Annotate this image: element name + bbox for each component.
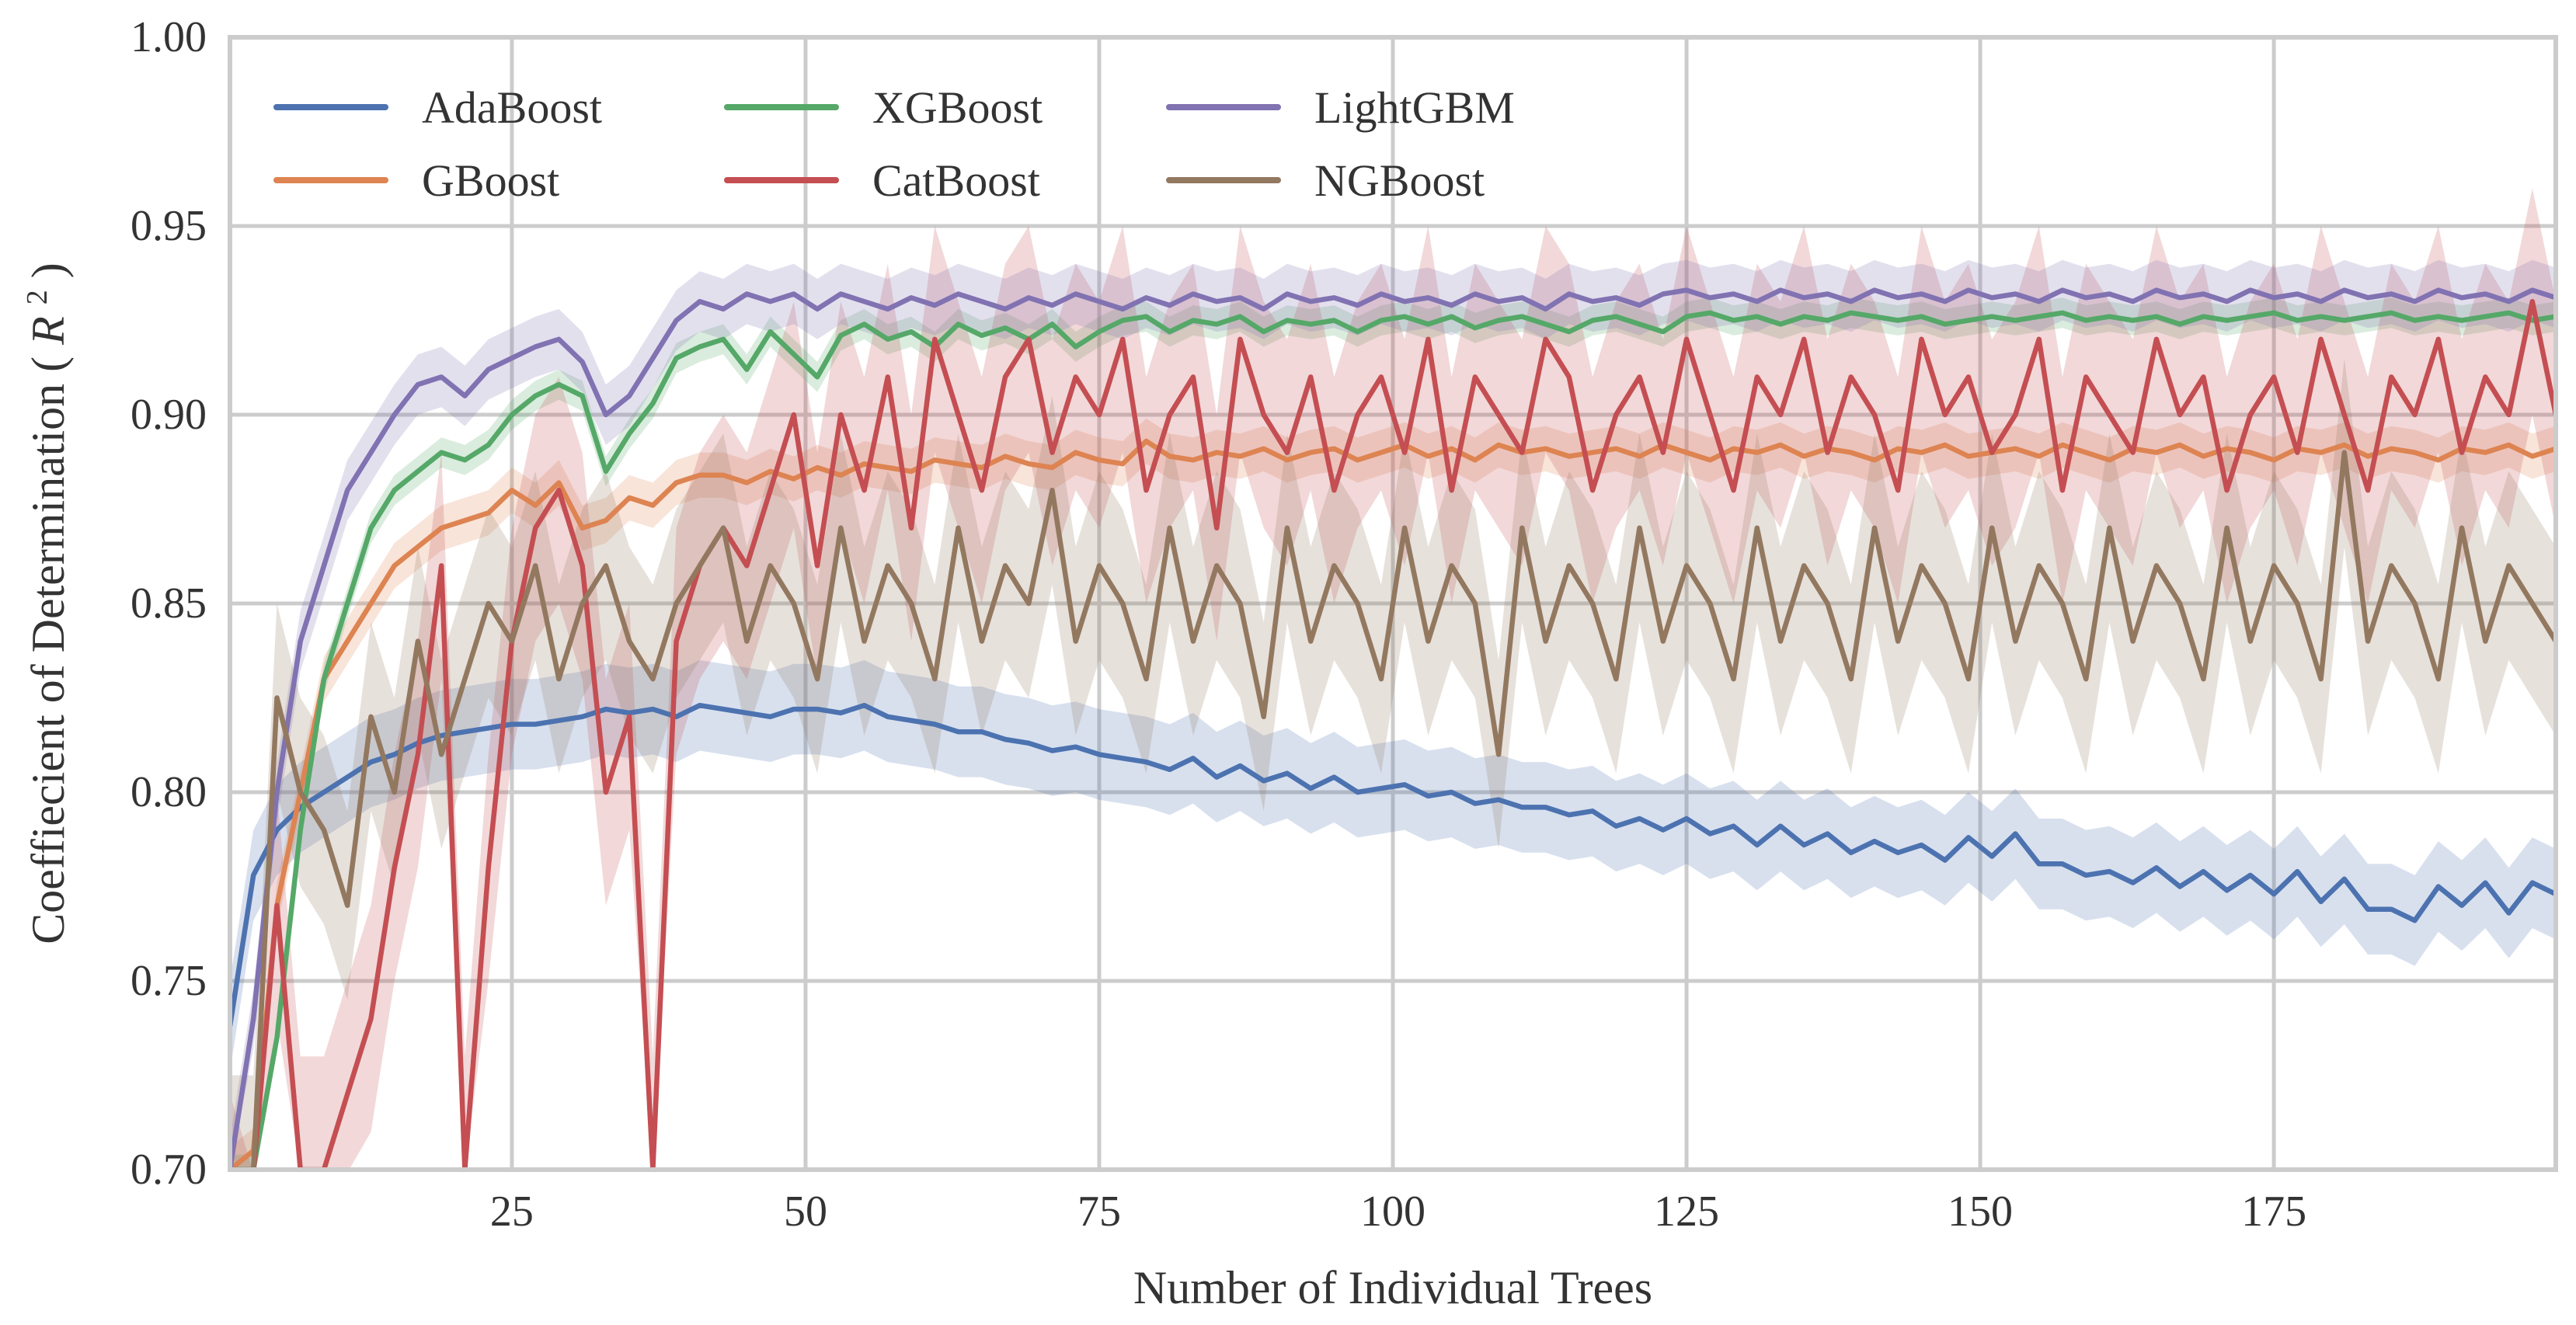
y-tick-labels: 0.70 0.75 0.80 0.85 0.90 0.95 1.00	[131, 13, 207, 1194]
x-tick-label: 100	[1360, 1188, 1426, 1236]
ngboost-band	[230, 358, 2556, 1170]
y-axis-title-superscript: 2	[21, 290, 54, 304]
y-axis-title: Coeffiecient of Determination ( R 2 )	[5, 263, 74, 944]
xgboost-line	[230, 310, 2556, 1170]
x-tick-label: 75	[1077, 1188, 1121, 1236]
series-lines	[230, 287, 2556, 1170]
y-tick-label: 1.00	[131, 13, 207, 61]
adaboost-line	[230, 702, 2556, 1029]
catboost-band	[230, 188, 2556, 1170]
y-tick-label: 0.75	[131, 957, 207, 1005]
confidence-bands	[230, 188, 2556, 1170]
y-tick-label: 0.70	[131, 1146, 207, 1194]
lightgbm-line	[230, 287, 2556, 1170]
legend: AdaBoost GBoost XGBoost CatBoost LightGBM NGB…	[273, 82, 1515, 206]
legend-label-catboost: CatBoost	[872, 155, 1040, 206]
y-axis-title-text: Coeffiecient of Determination	[23, 384, 74, 944]
x-tick-labels: 25 50 75 100 125 150 175	[490, 1188, 2306, 1236]
legend-label-ngboost: NGBoost	[1314, 155, 1485, 206]
y-tick-label: 0.90	[131, 391, 207, 439]
y-axis-title-open: (	[23, 356, 74, 372]
ngboost-line	[230, 450, 2556, 1170]
y-axis-title-symbol: R	[23, 316, 74, 346]
catboost-line	[251, 298, 2556, 1170]
adaboost-band	[230, 659, 2556, 1072]
x-tick-label: 25	[490, 1188, 534, 1236]
legend-label-xgboost: XGBoost	[872, 82, 1043, 133]
x-axis-title: Number of Individual Trees	[1133, 1262, 1652, 1313]
legend-label-gboost: GBoost	[422, 155, 559, 206]
plot-frame	[228, 35, 2558, 1172]
legend-label-adaboost: AdaBoost	[422, 82, 602, 133]
y-tick-label: 0.80	[131, 768, 207, 816]
y-tick-label: 0.85	[131, 579, 207, 628]
x-tick-label: 150	[1948, 1188, 2013, 1236]
gboost-line	[230, 438, 2556, 1170]
y-tick-label: 0.95	[131, 202, 207, 250]
y-axis-title-close: )	[23, 263, 74, 278]
x-tick-label: 125	[1654, 1188, 1719, 1236]
legend-label-lightgbm: LightGBM	[1314, 82, 1515, 133]
x-tick-label: 50	[784, 1188, 827, 1236]
x-tick-label: 175	[2241, 1188, 2306, 1236]
